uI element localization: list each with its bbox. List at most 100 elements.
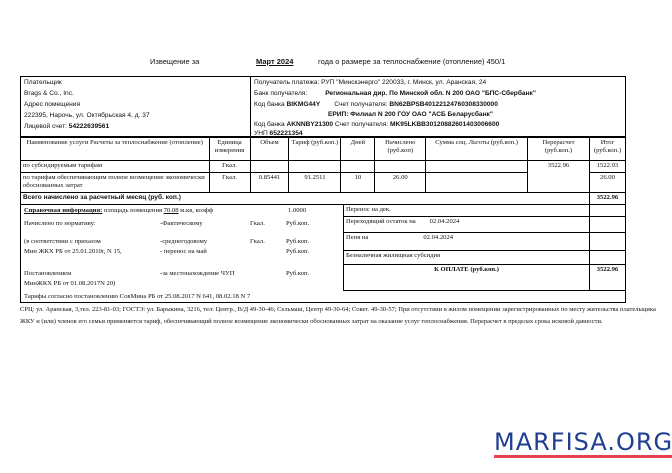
pay-row: К ОПЛАТЕ (руб.коп.) 3522.96 (342, 264, 626, 291)
recipient-unp_label: УНП (254, 130, 268, 137)
info-area: 70.08 (163, 207, 179, 214)
info-title: Справочная информация: (24, 207, 103, 214)
table-rows-0-unit: Гкал. (208, 160, 251, 173)
info-l1d: Руб.коп. (286, 220, 310, 227)
table-headers-0: Наименование услуги Расчеты за теплоснаб… (20, 137, 210, 161)
table-rows-0-total: 1522.93 (588, 160, 627, 173)
cell (425, 160, 529, 173)
table-rows-0-name: по субсидируемым тарифам (20, 160, 210, 173)
info-area_text: площадь помещения (103, 207, 163, 214)
table-headers-5: Начислено (руб.коп) (374, 137, 427, 161)
recipient-code2: AKNNBY21300 (286, 121, 334, 128)
info-l3b: - перенос на май (160, 248, 207, 255)
table-headers-4: Дней (340, 137, 376, 161)
table-rows-1-name: по тарифам обеспечивающим полное возмеще… (20, 172, 210, 193)
payer-account_label: Лицевой счет: (24, 123, 67, 130)
cell (249, 160, 290, 173)
table-headers-2: Объем (249, 137, 290, 161)
side-penalty: Пеня на (346, 234, 369, 241)
info-box (20, 204, 626, 303)
recipient-bank_label: Банк получателя: (254, 90, 308, 97)
table-headers-7: Перерасчет (руб.коп.) (527, 137, 590, 161)
info-l5: МинЖКХ РБ от 01.08.2017N 20) (24, 280, 116, 287)
cell: Пеня на 02.04.2024 (342, 232, 626, 251)
table-headers-6: Сумма соц. Льготы (руб.коп.) (425, 137, 529, 161)
cell (340, 160, 376, 173)
payer-label: Плательщик (24, 79, 62, 86)
cell (374, 160, 427, 173)
info-l1: Начислено по нормативу: (24, 220, 96, 227)
table-rows-1-volume: 0.85441 (249, 172, 290, 193)
side-balance: Переходящий остаток на (346, 218, 416, 225)
cell: Справочная информация: площадь помещения… (24, 207, 213, 214)
info-l4d: Руб.коп. (286, 270, 310, 277)
erip: ЕРИП: Филиал N 200 ГОУ ОАО "АСБ Беларусб… (328, 111, 493, 118)
cell (589, 232, 626, 251)
cell: Наименование услуги Расчеты за теплоснаб… (20, 137, 627, 205)
header-box (20, 76, 626, 137)
recipient-acc1_label: Счет получателя: (334, 101, 388, 108)
table-rows-1-tariff: 91.2511 (288, 172, 342, 193)
recipient-acc1: BN62BPSB40122124760308330000 (389, 101, 498, 108)
side-balance_date: 02.04.2024 (429, 218, 460, 225)
info-l4: Постановлением (24, 270, 72, 277)
cell: Пеня на 02.04.2024 (342, 232, 591, 251)
account: Лицевой счет: 54222639561 (24, 123, 109, 130)
unp: УНП 652221354 (254, 130, 303, 137)
notice-suffix: года о размере за теплоснабжение (отопле… (318, 57, 506, 66)
cell (589, 204, 626, 217)
bank: Банк получателя: Региональная дир. По Мин… (254, 90, 536, 97)
info-coef: 1.0000 (288, 207, 307, 214)
cell (589, 250, 626, 265)
address-label: Адрес помещения (24, 101, 81, 108)
address: 222395, Нарочь, ул. Октябрьская 4, д. 37 (24, 112, 150, 119)
info-l2: (в соответствии с прихазом (24, 238, 101, 245)
info-l4b: -за местонахождение ЧУП (160, 270, 235, 277)
table-rows-1-total: 26.00 (588, 172, 627, 193)
recipient-acc2: MK95LKBB30120882601403006600 (390, 121, 500, 128)
payer-account: 54222639561 (68, 123, 110, 130)
side-pay_label: К ОПЛАТЕ (руб.коп.) (342, 264, 591, 291)
table-rows-1-days: 10 (340, 172, 376, 193)
info-l2b: -среднегодовому (160, 238, 208, 245)
table-headers-1: Единица измерения (208, 137, 251, 161)
watermark-logo: MARFISA.ORG (494, 428, 672, 458)
side-subsidy: Безналичная жилищная субсидия (342, 250, 591, 265)
table-total_label: Всего начислено за расчетный месяц (руб.… (20, 192, 590, 205)
cell (589, 216, 626, 233)
footer-note: СРЦ: ул. Аранская, 3,тел. 223-81-03; ГОС… (20, 306, 656, 325)
cell: Безналичная жилищная субсидия (342, 250, 626, 265)
info-l2d: Руб.коп. (286, 238, 310, 245)
bank-code-1: Код банка BIKMG44Y Счет получателя: BN62B… (254, 101, 498, 108)
cell: Переходящий остаток на 02.04.2024 (342, 216, 591, 233)
info-tariffs: Тарифы согласно постановлению СовМина РБ… (24, 293, 251, 300)
total-row: Всего начислено за расчетный месяц (руб.… (20, 192, 627, 205)
info-l3d: Руб.коп. (286, 248, 310, 255)
cell: Переходящий остаток на 02.04.2024 (342, 216, 626, 233)
recipient-code2_label: Код банка (254, 121, 285, 128)
period: Март 2024 (256, 57, 294, 66)
charges-table: Наименование услуги Расчеты за теплоснаб… (20, 137, 627, 205)
table-rows-1-charged: 26.00 (374, 172, 427, 193)
info-area_unit: м.кв, коэфф (180, 207, 214, 214)
table-header: Наименование услуги Расчеты за теплоснаб… (20, 137, 627, 161)
divider (250, 76, 251, 137)
recipient-acc2_label: Счет получателя: (334, 121, 389, 128)
payer-name: Brags & Co., Inc. (24, 90, 74, 97)
cell: Перенос на дек. (342, 204, 626, 217)
info-l1c: Гкал. (250, 220, 265, 227)
side-pay_value: 3522.96 (589, 264, 626, 291)
recipient-bank: Региональная дир. По Минской обл. N 200 … (325, 90, 536, 97)
table-row: по субсидируемым тарифам Гкал. 3522.96 1522… (20, 160, 627, 193)
recipient-unp: 652221354 (269, 130, 303, 137)
recipient: Получатель платежа: РУП "Минскэнерго" 22… (254, 79, 487, 86)
table-rows-0-recalc: 3522.96 (527, 160, 590, 193)
table-rows-1-unit: Гкал. (208, 172, 251, 193)
balance-table: Перенос на дек. Переходящий остаток на 02… (342, 204, 626, 291)
table-total_value: 3522.96 (588, 192, 627, 205)
info-l1b: -Фактическому (160, 220, 203, 227)
bank-code-2: Код банка AKNNBY21300 Счет получателя: M… (254, 121, 499, 128)
cell (494, 455, 672, 458)
info-l2c: Гкал. (250, 238, 265, 245)
